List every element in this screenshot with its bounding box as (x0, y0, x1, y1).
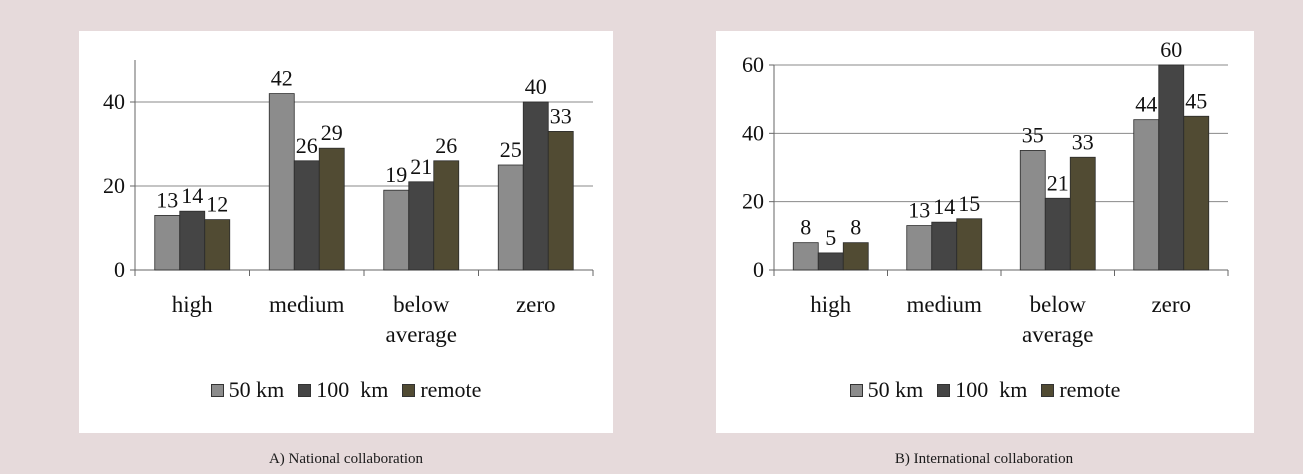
data-label: 13 (156, 187, 178, 212)
data-label: 45 (1185, 88, 1207, 113)
data-label: 14 (933, 194, 955, 219)
legend-swatch (298, 383, 312, 397)
legend-label: 100 km (955, 377, 1028, 402)
bar-remote (1069, 156, 1096, 271)
data-label: 15 (958, 191, 980, 216)
bar-100-km (179, 210, 206, 271)
y-tick-label: 20 (742, 189, 764, 214)
bar-50-km (154, 214, 181, 271)
y-tick-label: 40 (103, 89, 125, 114)
category-label: medium (269, 292, 344, 317)
bar-100-km (1044, 197, 1071, 271)
legend-label: 50 km (228, 377, 285, 402)
data-label: 60 (1160, 37, 1182, 62)
bar-50-km (1019, 150, 1046, 271)
legend-international: 50 km 100 km remote (716, 377, 1254, 403)
chart-panel-international: 0 20 40 60 8 5 8 high 13 14 15 medium 35 21 33 below ave… (716, 31, 1254, 433)
legend-label: remote (420, 377, 482, 402)
y-tick-label: 20 (103, 173, 125, 198)
legend-item: remote (402, 377, 481, 403)
bar-remote (547, 131, 574, 271)
category-label: high (172, 292, 213, 317)
data-label: 35 (1022, 122, 1044, 147)
bar-50-km (383, 189, 410, 271)
y-tick-label: 0 (753, 257, 764, 282)
category-label: zero (516, 292, 556, 317)
data-label: 44 (1135, 92, 1157, 117)
category-label: medium (907, 292, 982, 317)
bar-50-km (906, 225, 933, 271)
caption-international: B) International collaboration (894, 451, 1074, 467)
data-label: 33 (1072, 129, 1094, 154)
bar-remote (842, 242, 869, 271)
bar-50-km (1133, 119, 1160, 271)
bar-remote (204, 219, 231, 271)
data-label: 26 (296, 133, 318, 158)
data-label: 13 (908, 198, 930, 223)
legend-label: 100 km (316, 377, 389, 402)
bar-100-km (522, 101, 549, 271)
category-label: zero (1151, 292, 1191, 317)
legend-item: remote (1041, 377, 1120, 403)
legend-label: 50 km (867, 377, 924, 402)
bar-50-km (497, 164, 524, 271)
category-label: average (386, 322, 458, 347)
legend-swatch (210, 383, 224, 397)
bar-100-km (1158, 64, 1185, 271)
data-label: 25 (500, 137, 522, 162)
bar-100-km (817, 252, 844, 271)
data-label: 42 (271, 66, 293, 91)
data-label: 29 (321, 120, 343, 145)
legend-item: 50 km (849, 377, 924, 403)
data-label: 14 (181, 183, 203, 208)
data-label: 5 (825, 225, 836, 250)
legend-swatch (402, 383, 416, 397)
bar-100-km (293, 160, 320, 271)
legend-swatch (937, 383, 951, 397)
bar-remote (318, 147, 345, 271)
data-label: 8 (850, 215, 861, 240)
data-label: 21 (1047, 170, 1069, 195)
caption-national: A) National collaboration (268, 451, 424, 467)
bar-50-km (268, 93, 295, 271)
data-label: 33 (550, 103, 572, 128)
bar-remote (433, 160, 460, 271)
chart-panel-national: 0 20 40 13 14 12 high 42 26 29 medium 19 21 26 below av… (79, 31, 613, 433)
legend-item: 100 km (298, 377, 388, 403)
legend-item: 100 km (937, 377, 1027, 403)
bar-100-km (931, 221, 958, 271)
category-label: below (1030, 292, 1087, 317)
category-label: below (393, 292, 450, 317)
legend-item: 50 km (210, 377, 285, 403)
category-label: high (810, 292, 851, 317)
bar-100-km (408, 181, 435, 271)
y-tick-label: 60 (742, 52, 764, 77)
bar-remote (956, 218, 983, 271)
legend-swatch (1041, 383, 1055, 397)
y-tick-label: 40 (742, 120, 764, 145)
data-label: 26 (435, 133, 457, 158)
legend-swatch (849, 383, 863, 397)
data-label: 40 (525, 74, 547, 99)
y-tick-label: 0 (114, 257, 125, 282)
data-label: 21 (410, 154, 432, 179)
data-label: 12 (206, 192, 228, 217)
legend-national: 50 km 100 km remote (79, 377, 613, 403)
data-label: 19 (385, 162, 407, 187)
category-label: average (1022, 322, 1094, 347)
data-label: 8 (800, 215, 811, 240)
legend-label: remote (1059, 377, 1121, 402)
bar-50-km (792, 242, 819, 271)
bar-remote (1183, 115, 1210, 271)
